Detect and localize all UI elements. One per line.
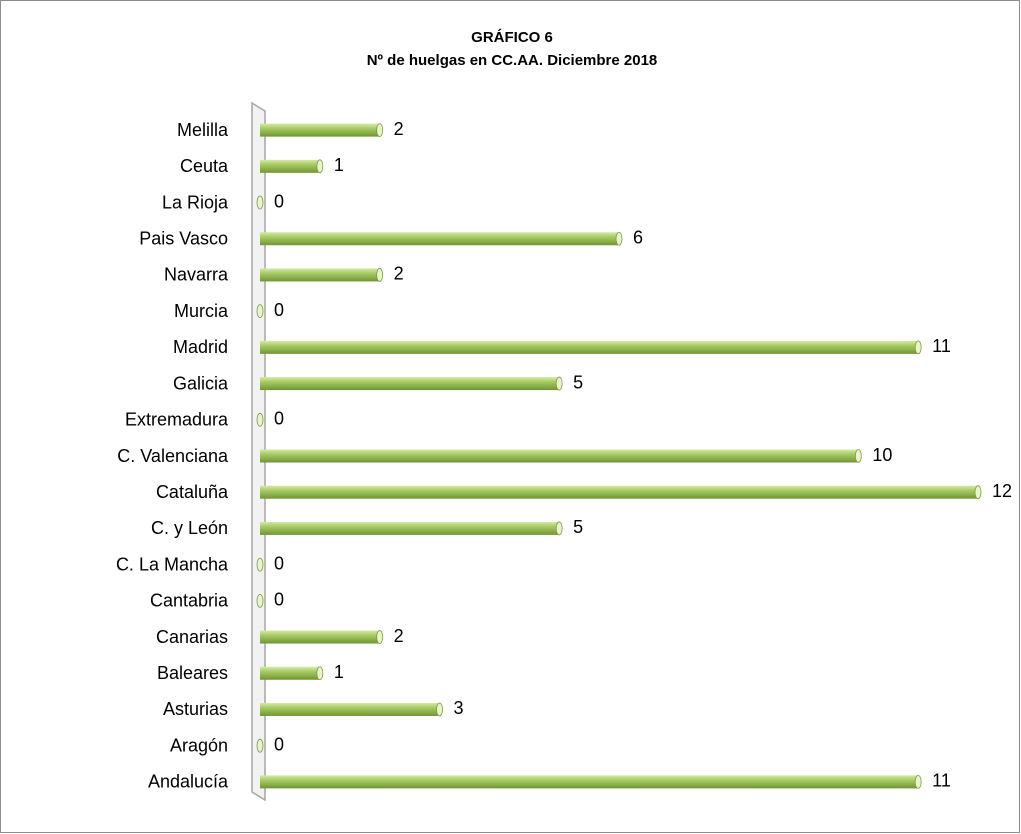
bar-cap: [256, 593, 264, 608]
value-label: 0: [274, 409, 284, 429]
value-label: 5: [573, 372, 583, 392]
value-label: 0: [274, 300, 284, 320]
category-label: La Rioja: [162, 192, 229, 212]
bar-cap: [256, 738, 264, 753]
category-label: Navarra: [164, 265, 229, 285]
category-label: Baleares: [157, 663, 228, 683]
bar-cap: [376, 268, 384, 282]
chart-title: GRÁFICO 6: [471, 29, 553, 46]
category-label: Asturias: [163, 699, 228, 719]
bar-cap: [854, 449, 862, 463]
bar-cap: [555, 376, 563, 391]
value-label: 2: [394, 119, 404, 139]
value-label: 1: [334, 662, 344, 682]
bar-cap: [376, 630, 384, 644]
value-label: 10: [872, 445, 892, 465]
bar-cap: [914, 774, 922, 789]
bar: [260, 340, 919, 354]
bar-cap: [555, 521, 563, 536]
category-label: Madrid: [173, 337, 228, 357]
category-label: C. y León: [151, 518, 228, 538]
value-label: 11: [932, 771, 951, 791]
bar-cap: [914, 340, 922, 355]
bar-cap: [256, 557, 264, 572]
bar: [260, 159, 320, 173]
value-label: 5: [573, 517, 583, 537]
category-label: Cantabria: [150, 591, 229, 611]
bar: [260, 485, 978, 499]
category-label: Cataluña: [156, 482, 229, 502]
value-label: 12: [992, 481, 1012, 501]
bar-cap: [974, 485, 982, 500]
bar-cap: [256, 412, 264, 427]
category-label: C. La Mancha: [116, 554, 229, 574]
bar-cap: [376, 123, 384, 138]
category-label: Galicia: [173, 373, 229, 393]
value-label: 0: [274, 734, 284, 754]
bar: [260, 775, 919, 789]
bar: [260, 123, 380, 137]
category-label: Melilla: [177, 120, 229, 140]
bar: [260, 232, 619, 246]
value-label: 2: [394, 264, 404, 284]
bar-cap: [316, 666, 324, 681]
category-label: Aragón: [170, 735, 228, 755]
bar-cap: [615, 231, 623, 246]
value-label: 0: [274, 191, 284, 211]
bar-cap: [256, 195, 264, 210]
category-label: Extremadura: [125, 410, 229, 430]
value-label: 3: [454, 698, 464, 718]
bar: [260, 702, 440, 716]
value-label: 6: [633, 227, 643, 247]
bar: [260, 268, 380, 282]
chart-subtitle: Nº de huelgas en CC.AA. Diciembre 2018: [367, 52, 658, 69]
category-label: C. Valenciana: [117, 446, 229, 466]
bar-cap: [316, 159, 324, 174]
bar-cap: [436, 702, 443, 717]
category-label: Pais Vasco: [139, 228, 228, 248]
bar: [260, 666, 320, 680]
bar: [260, 630, 380, 644]
value-label: 2: [394, 626, 404, 646]
value-label: 0: [274, 553, 284, 573]
category-label: Murcia: [174, 301, 229, 321]
bar: [260, 449, 859, 463]
bar-cap: [256, 304, 264, 319]
bar: [260, 521, 560, 535]
value-label: 1: [334, 155, 344, 175]
value-label: 0: [274, 590, 284, 610]
category-label: Andalucía: [148, 772, 229, 792]
category-label: Canarias: [156, 627, 228, 647]
value-label: 11: [932, 336, 951, 356]
category-label: Ceuta: [180, 156, 229, 176]
bar: [260, 377, 560, 391]
